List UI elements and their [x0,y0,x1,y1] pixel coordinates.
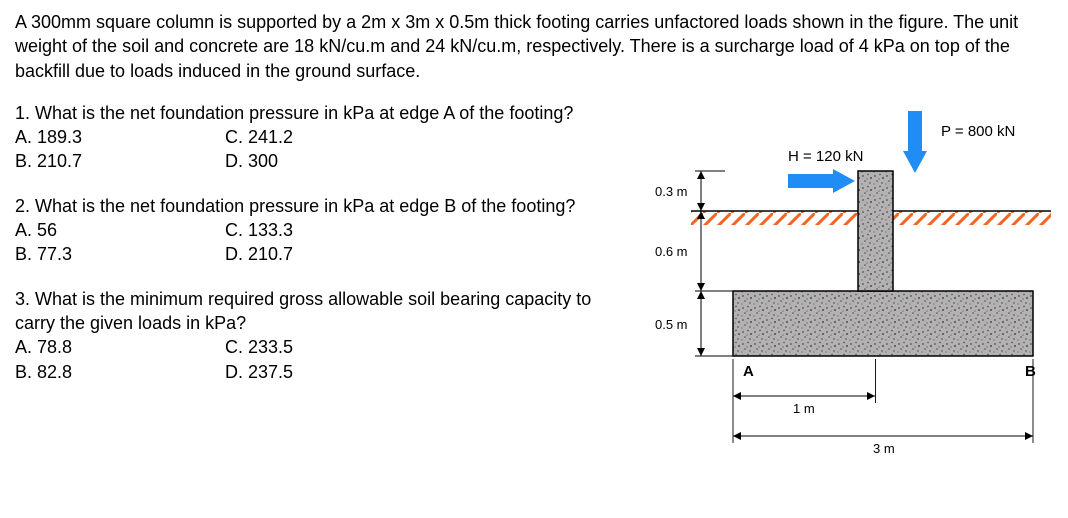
q3-option-a: A. 78.8 [15,335,225,359]
q1-option-c: C. 241.2 [225,125,435,149]
dim-0-6m-label: 0.6 m [655,244,688,259]
q1-option-d: D. 300 [225,149,435,173]
ground-hatch-right [893,211,1051,225]
question-2-prompt: 2. What is the net foundation pressure i… [15,194,623,218]
diagram-svg: P = 800 kN H = 120 kN 0.3 m [633,101,1053,471]
q3-option-d: D. 237.5 [225,360,435,384]
q2-option-a: A. 56 [15,218,225,242]
q2-option-c: C. 133.3 [225,218,435,242]
q1-option-a: A. 189.3 [15,125,225,149]
dim-0-5m-label: 0.5 m [655,317,688,332]
questions: 1. What is the net foundation pressure i… [15,101,623,471]
q1-option-b: B. 210.7 [15,149,225,173]
dim-1m [733,359,876,403]
load-p-label: P = 800 kN [941,123,1015,140]
question-1: 1. What is the net foundation pressure i… [15,101,623,174]
q3-option-c: C. 233.5 [225,335,435,359]
question-1-prompt: 1. What is the net foundation pressure i… [15,101,623,125]
dim-1m-label: 1 m [793,401,815,416]
question-3-prompt: 3. What is the minimum required gross al… [15,287,623,336]
dim-0-5m [695,291,733,356]
footing [733,291,1033,356]
problem-intro: A 300mm square column is supported by a … [15,10,1053,83]
load-h-label: H = 120 kN [788,148,863,165]
question-2-options: A. 56 C. 133.3 B. 77.3 D. 210.7 [15,218,623,267]
content-row: 1. What is the net foundation pressure i… [15,101,1053,471]
footing-diagram: P = 800 kN H = 120 kN 0.3 m [633,101,1053,471]
question-1-options: A. 189.3 C. 241.2 B. 210.7 D. 300 [15,125,623,174]
dim-3m-label: 3 m [873,441,895,456]
dim-3m [733,359,1033,443]
q2-option-d: D. 210.7 [225,242,435,266]
question-2: 2. What is the net foundation pressure i… [15,194,623,267]
q2-option-b: B. 77.3 [15,242,225,266]
edge-a-label: A [743,363,754,380]
ground-hatch-left [691,211,858,225]
load-h-arrow [788,169,855,193]
column [858,171,893,291]
question-3-options: A. 78.8 C. 233.5 B. 82.8 D. 237.5 [15,335,623,384]
q3-option-b: B. 82.8 [15,360,225,384]
load-p-arrow [903,111,927,173]
dim-0-3m-label: 0.3 m [655,184,688,199]
dim-0-3m [695,171,725,211]
question-3: 3. What is the minimum required gross al… [15,287,623,384]
edge-b-label: B [1025,363,1036,380]
